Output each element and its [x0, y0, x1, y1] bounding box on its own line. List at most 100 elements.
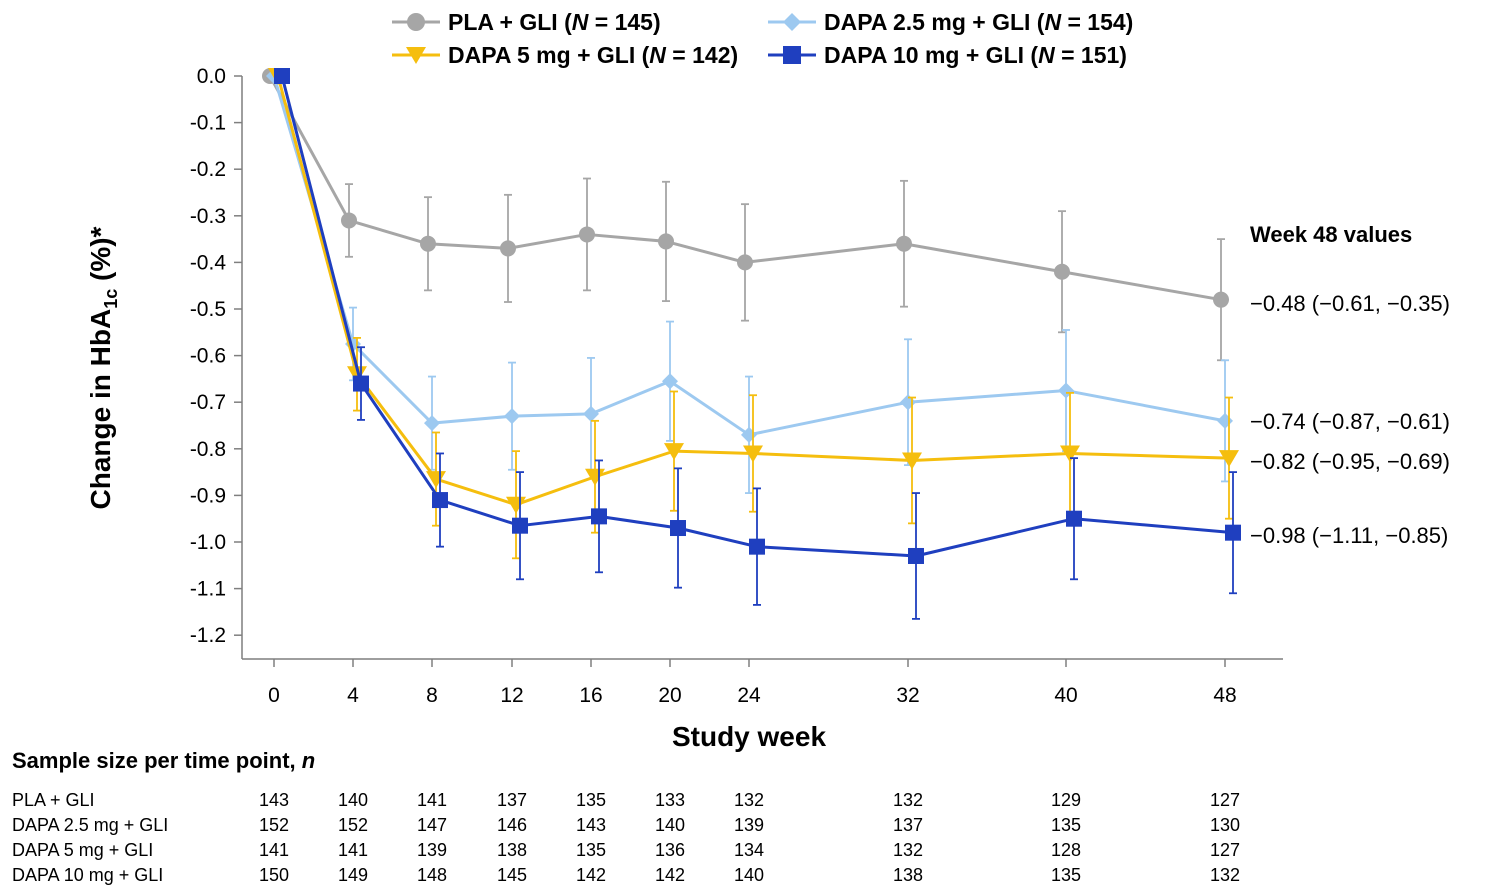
table-row-label: PLA + GLI	[12, 790, 95, 810]
table-cell: 127	[1210, 790, 1240, 810]
table-cell: 152	[259, 815, 289, 835]
week48-annotations: Week 48 values −0.48 (−0.61, −0.35) −0.7…	[1250, 222, 1450, 548]
table-cell: 139	[734, 815, 764, 835]
legend-marker-dapa-10	[783, 46, 801, 64]
table-cell: 143	[259, 790, 289, 810]
y-tick-label: -0.4	[190, 251, 227, 274]
series-d25	[266, 68, 1233, 493]
y-tick-label: -0.2	[190, 158, 226, 181]
point-pla	[500, 240, 516, 256]
table-cell: 137	[497, 790, 527, 810]
table-cell: 136	[655, 840, 685, 860]
table-cell: 149	[338, 865, 368, 885]
annotation-title: Week 48 values	[1250, 222, 1412, 247]
x-tick-label: 32	[896, 684, 919, 707]
table-cell: 145	[497, 865, 527, 885]
table-cell: 129	[1051, 790, 1081, 810]
y-tick-label: -0.3	[190, 205, 226, 228]
table-row-label: DAPA 2.5 mg + GLI	[12, 815, 168, 835]
point-d25	[900, 394, 916, 410]
legend-label-dapa-5: DAPA 5 mg + GLI (N = 142)	[448, 42, 738, 68]
x-axis-title: Study week	[672, 721, 826, 752]
sample-table-title: Sample size per time point, n	[12, 748, 315, 773]
legend-item-dapa-5: DAPA 5 mg + GLI (N = 142)	[392, 42, 738, 68]
x-tick-label: 8	[426, 684, 438, 707]
x-tick-label: 40	[1054, 684, 1077, 707]
legend-label-dapa-10: DAPA 10 mg + GLI (N = 151)	[824, 42, 1127, 68]
legend-item-dapa-10: DAPA 10 mg + GLI (N = 151)	[768, 42, 1127, 68]
point-pla	[737, 254, 753, 270]
point-pla	[896, 236, 912, 252]
table-cell: 133	[655, 790, 685, 810]
legend-item-dapa-2-5: DAPA 2.5 mg + GLI (N = 154)	[768, 9, 1133, 35]
point-d25	[1217, 413, 1233, 429]
series-pla	[262, 68, 1229, 360]
point-d10	[591, 508, 607, 524]
table-cell: 137	[893, 815, 923, 835]
point-d10	[353, 376, 369, 392]
point-pla	[579, 226, 595, 242]
x-ticks: 0 4 8 12 16 20 24 32 40 48	[268, 659, 1237, 707]
table-cell: 138	[497, 840, 527, 860]
point-d10	[670, 520, 686, 536]
x-tick-label: 0	[268, 684, 280, 707]
y-tick-label: -0.6	[190, 345, 226, 368]
point-d10	[1225, 525, 1241, 541]
series-d5	[268, 68, 1239, 558]
legend-item-pla: PLA + GLI (N = 145)	[392, 9, 661, 35]
legend: PLA + GLI (N = 145) DAPA 2.5 mg + GLI (N…	[392, 9, 1133, 68]
table-cell: 141	[417, 790, 447, 810]
point-d5	[585, 469, 605, 486]
table-row-label: DAPA 10 mg + GLI	[12, 865, 163, 885]
table-cell: 135	[576, 790, 606, 810]
x-tick-label: 4	[347, 684, 359, 707]
point-d10	[1066, 511, 1082, 527]
x-tick-label: 20	[658, 684, 681, 707]
y-tick-label: -0.7	[190, 391, 226, 414]
annotation-value-pla: −0.48 (−0.61, −0.35)	[1250, 291, 1450, 316]
table-cell: 146	[497, 815, 527, 835]
point-d10	[749, 539, 765, 555]
annotation-value-dapa-2-5: −0.74 (−0.87, −0.61)	[1250, 409, 1450, 434]
y-tick-label: -0.5	[190, 298, 226, 321]
table-cell: 140	[734, 865, 764, 885]
point-pla	[420, 236, 436, 252]
table-cell: 138	[893, 865, 923, 885]
table-cell: 150	[259, 865, 289, 885]
annotation-value-dapa-5: −0.82 (−0.95, −0.69)	[1250, 449, 1450, 474]
point-d10	[274, 68, 290, 84]
table-cell: 141	[338, 840, 368, 860]
table-cell: 127	[1210, 840, 1240, 860]
x-tick-label: 12	[500, 684, 523, 707]
y-tick-label: -1.2	[190, 624, 226, 647]
point-pla	[658, 233, 674, 249]
y-axis-title: Change in HbA1c (%)*	[85, 226, 121, 509]
table-cell: 140	[655, 815, 685, 835]
table-cell: 142	[576, 865, 606, 885]
x-tick-label: 48	[1213, 684, 1236, 707]
table-cell: 135	[576, 840, 606, 860]
table-cell: 130	[1210, 815, 1240, 835]
legend-label-pla: PLA + GLI (N = 145)	[448, 9, 661, 35]
table-cell: 141	[259, 840, 289, 860]
y-tick-label: -0.8	[190, 438, 226, 461]
point-d25	[1058, 383, 1074, 399]
table-cell: 147	[417, 815, 447, 835]
y-ticks: 0.0 -0.1 -0.2 -0.3 -0.4 -0.5 -0.6 -0.7 -0.8 -0.9 -…	[190, 65, 242, 647]
table-cell: 132	[1210, 865, 1240, 885]
y-tick-label: -0.1	[190, 112, 226, 135]
table-cell: 134	[734, 840, 764, 860]
table-cell: 142	[655, 865, 685, 885]
table-cell: 135	[1051, 815, 1081, 835]
y-tick-label: 0.0	[197, 65, 226, 88]
table-cell: 128	[1051, 840, 1081, 860]
table-row-label: DAPA 5 mg + GLI	[12, 840, 153, 860]
table-cell: 152	[338, 815, 368, 835]
annotation-value-dapa-10: −0.98 (−1.11, −0.85)	[1250, 523, 1448, 548]
point-d10	[432, 492, 448, 508]
point-d25	[583, 406, 599, 422]
table-cell: 132	[734, 790, 764, 810]
sample-size-table: Sample size per time point, n PLA + GLI 1…	[12, 748, 1240, 885]
point-pla	[341, 212, 357, 228]
